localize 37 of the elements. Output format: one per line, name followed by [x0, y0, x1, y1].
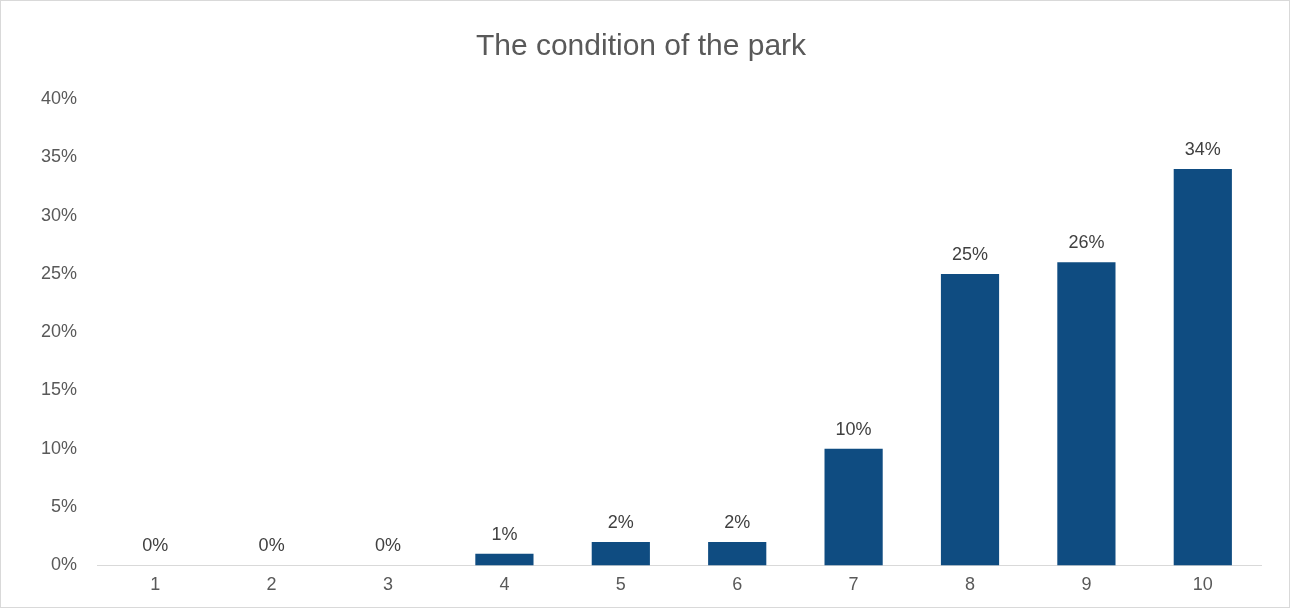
y-tick-label: 30% [41, 204, 78, 225]
y-tick-label: 15% [41, 379, 78, 400]
x-tick-label: 5 [615, 574, 626, 595]
data-label: 2% [607, 512, 634, 533]
data-label: 25% [951, 243, 989, 264]
data-label: 1% [491, 523, 518, 544]
y-tick-label: 40% [41, 87, 78, 108]
x-tick-label: 1 [150, 574, 161, 595]
bar [591, 542, 650, 566]
chart-title: The condition of the park [475, 28, 808, 62]
data-label: 2% [724, 512, 751, 533]
x-tick-label: 10 [1192, 574, 1213, 595]
bar [1173, 168, 1232, 566]
x-tick-label: 3 [383, 574, 394, 595]
y-tick-label: 0% [51, 554, 78, 575]
x-tick-label: 4 [499, 574, 510, 595]
x-tick-label: 7 [848, 574, 859, 595]
bar [708, 542, 767, 566]
y-tick-label: 20% [41, 321, 78, 342]
data-label: 34% [1184, 138, 1221, 159]
data-label: 26% [1068, 232, 1105, 253]
bar [1057, 262, 1116, 566]
y-tick-label: 5% [51, 496, 78, 517]
data-label: 0% [142, 535, 169, 556]
data-label: 0% [375, 535, 402, 556]
y-tick-label: 10% [41, 437, 78, 458]
x-tick-label: 2 [266, 574, 277, 595]
y-tick-label: 25% [41, 262, 78, 283]
bar [940, 273, 1000, 566]
bar [824, 448, 883, 566]
x-tick-label: 9 [1081, 574, 1092, 595]
bar [475, 553, 534, 566]
x-tick-label: 8 [965, 574, 976, 595]
x-tick-label: 6 [732, 574, 743, 595]
data-label: 0% [258, 535, 285, 556]
data-label: 10% [835, 418, 872, 439]
y-tick-label: 35% [41, 146, 78, 167]
